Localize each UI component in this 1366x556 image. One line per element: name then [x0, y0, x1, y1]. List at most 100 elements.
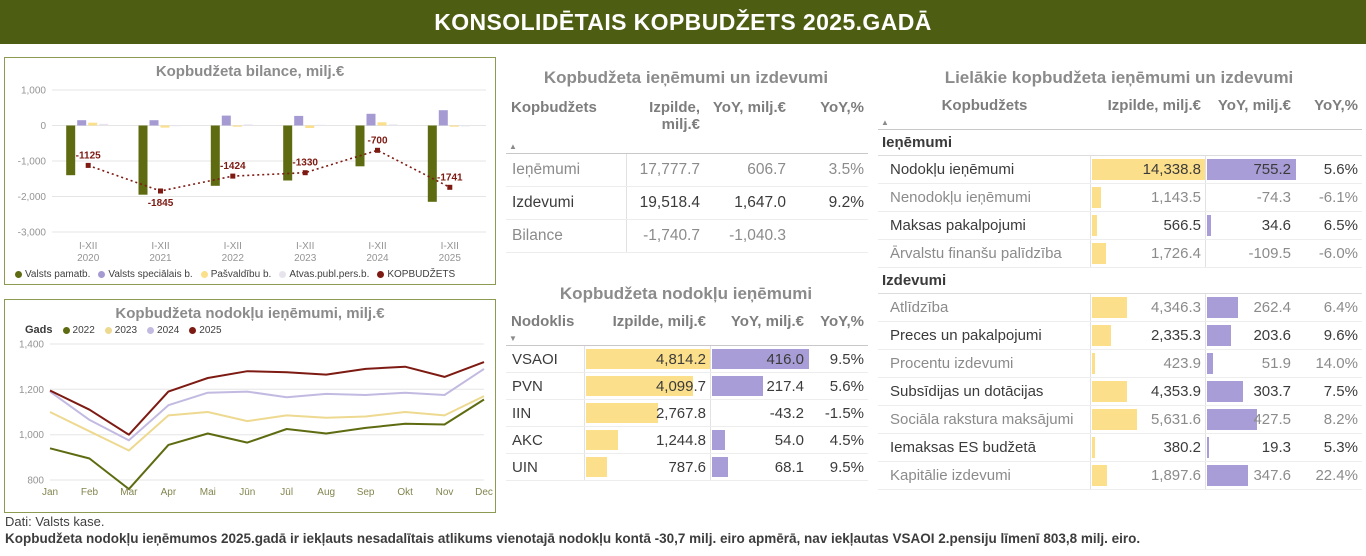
izpilde-value: 1,244.8	[655, 431, 706, 449]
legend-item-2024[interactable]: 2024	[147, 325, 179, 336]
izpilde: 4,353.9	[1090, 378, 1205, 406]
svg-text:-1,000: -1,000	[18, 157, 47, 168]
column-header-izpilde-milj[interactable]: Izpilde, milj.€	[612, 313, 706, 330]
legend-label: Pašvaldību b.	[210, 269, 272, 280]
table-row-procentu-izdevumi[interactable]: Procentu izdevumi 423.9 51.9 14.0%	[878, 350, 1362, 379]
column-header-izpilde-milj[interactable]: Izpilde, milj.€	[649, 99, 700, 134]
tax-line-chart[interactable]: 800 1,000 1,200 1,400 Jan Feb Mar Apr Mai Jūn Jūl A…	[6, 338, 494, 504]
table-row-uin[interactable]: UIN 787.6 68.1 9.5%	[506, 454, 868, 482]
tax-chart-title: Kopbudžeta nodokļu ieņēmumi, milj.€	[115, 305, 385, 322]
section-header-ie-mumi[interactable]: Ieņēmumi	[878, 130, 1362, 157]
balance-bar-chart[interactable]: 1,000 0 -1,000 -2,000 -3,000 -1125 -1845 -1424 -…	[6, 82, 494, 268]
legend-label: 2022	[72, 324, 95, 336]
izpilde: 5,631.6	[1090, 406, 1205, 434]
row-label: Procentu izdevumi	[890, 355, 1014, 373]
table-row-akc[interactable]: AKC 1,244.8 54.0 4.5%	[506, 427, 868, 455]
data-bar-icon	[712, 349, 809, 370]
column-header-yoy[interactable]: YoY,%	[820, 313, 864, 330]
table-row-kapit-lie-izdevumi[interactable]: Kapitālie izdevumi 1,897.6 347.6 22.4%	[878, 462, 1362, 491]
table-row-nodok-u-ie-mumi[interactable]: Nodokļu ieņēmumi 14,338.8 755.2 5.6%	[878, 156, 1362, 185]
data-bar-icon	[1092, 297, 1127, 319]
column-header-yoy-milj[interactable]: YoY, milj.€	[1217, 97, 1291, 114]
table-row-ie-mumi[interactable]: Ieņēmumi 17,777.7 606.7 3.5%	[506, 153, 868, 187]
column-header-kopbud-ets[interactable]: Kopbudžets	[941, 97, 1028, 114]
row-label: PVN	[512, 377, 543, 395]
legend-item-2022[interactable]: 2022	[62, 324, 95, 336]
pct-value: -6.0%	[1318, 245, 1358, 263]
yoy: 262.4	[1205, 294, 1295, 322]
data-bar-icon	[1207, 409, 1258, 431]
data-bar-icon	[1092, 409, 1137, 431]
legend-item-valsts-pamatb[interactable]: Valsts pamatb.	[15, 269, 90, 280]
table-row-maksas-pakalpojumi[interactable]: Maksas pakalpojumi 566.5 34.6 6.5%	[878, 212, 1362, 241]
row-label: Iemaksas ES budžetā	[890, 439, 1036, 457]
column-header-yoy[interactable]: YoY,%	[1314, 97, 1358, 114]
svg-text:1,000: 1,000	[21, 86, 46, 97]
izpilde-value: 2,767.8	[655, 404, 706, 422]
table-row-nenodok-u-ie-mumi[interactable]: Nenodokļu ieņēmumi 1,143.5 -74.3 -6.1%	[878, 184, 1362, 213]
svg-text:Mar: Mar	[120, 487, 138, 498]
svg-text:2021: 2021	[149, 253, 172, 264]
sort-ascending-icon[interactable]: ▲	[881, 118, 889, 128]
column-header-izpilde-milj[interactable]: Izpilde, milj.€	[1107, 97, 1201, 114]
column-header-kopbud-ets[interactable]: Kopbudžets	[511, 99, 597, 116]
pct-value: 6.5%	[1323, 217, 1358, 235]
row-label: Nenodokļu ieņēmumi	[890, 189, 1031, 207]
yoy: -43.2	[710, 400, 808, 427]
row-label: Subsīdijas un dotācijas	[890, 383, 1044, 401]
table-row-rvalstu-finan-u-pal-dz-ba[interactable]: Ārvalstu finanšu palīdzība 1,726.4 -109.5 -…	[878, 240, 1362, 269]
legend-dot-icon	[147, 326, 155, 334]
table-row-vsaoi[interactable]: VSAOI 4,814.2 416.0 9.5%	[506, 346, 868, 374]
table-row-iin[interactable]: IIN 2,767.8 -43.2 -1.5%	[506, 400, 868, 428]
svg-text:Mai: Mai	[200, 487, 216, 498]
table-row-bilance[interactable]: Bilance -1,740.7 -1,040.3	[506, 219, 868, 253]
yoy: 19.3	[1205, 434, 1295, 462]
legend-label: Valsts pamatb.	[25, 269, 91, 280]
table-row-preces-un-pakalpojumi[interactable]: Preces un pakalpojumi 2,335.3 203.6 9.6%	[878, 322, 1362, 351]
sort-descending-icon[interactable]: ▼	[509, 334, 517, 344]
svg-text:2024: 2024	[366, 253, 389, 264]
legend-dot-icon	[189, 326, 197, 334]
data-bar-icon	[712, 457, 728, 478]
yoy-value: -109.5	[1248, 245, 1291, 263]
legend-item-2025[interactable]: 2025	[189, 325, 222, 336]
svg-text:2023: 2023	[294, 253, 317, 264]
section-header-izdevumi[interactable]: Izdevumi	[878, 268, 1362, 295]
svg-text:Okt: Okt	[397, 487, 413, 498]
column-header-yoy-milj[interactable]: YoY, milj.€	[730, 313, 804, 330]
yoy: -109.5	[1205, 240, 1295, 268]
summary-table: Kopbudžets Izpilde, milj.€ YoY, milj.€ YoY,…	[506, 96, 868, 253]
data-source-note: Dati: Valsts kase.	[5, 514, 105, 529]
table-row-pvn[interactable]: PVN 4,099.7 217.4 5.6%	[506, 373, 868, 401]
pct-value: 9.5%	[829, 350, 864, 368]
legend-item-kopbud-ets[interactable]: KOPBUDŽETS	[377, 269, 455, 280]
legend-label: KOPBUDŽETS	[387, 269, 456, 280]
breakdown-table: Kopbudžets Izpilde, milj.€ YoY, milj.€ YoY,…	[878, 94, 1362, 491]
data-bar-icon	[1207, 325, 1232, 347]
yoy-value: 54.0	[774, 431, 804, 449]
legend-item-2023[interactable]: 2023	[104, 325, 137, 336]
izpilde-value: -1,740.7	[626, 219, 704, 252]
izpilde: 1,897.6	[1090, 462, 1205, 490]
izpilde-value: 566.5	[1163, 217, 1201, 235]
table-row-atl-dz-ba[interactable]: Atlīdzība 4,346.3 262.4 6.4%	[878, 294, 1362, 323]
table-row-iemaksas-es-bud-et[interactable]: Iemaksas ES budžetā 380.2 19.3 5.3%	[878, 434, 1362, 463]
data-bar-icon	[1092, 243, 1106, 265]
legend-item-valsts-speci-lais-b[interactable]: Valsts speciālais b.	[98, 269, 193, 280]
table-row-soci-la-rakstura-maks-jumi[interactable]: Sociāla rakstura maksājumi 5,631.6 427.5 8.…	[878, 406, 1362, 435]
table-row-subs-dijas-un-dot-cijas[interactable]: Subsīdijas un dotācijas 4,353.9 303.7 7.5%	[878, 378, 1362, 407]
sort-ascending-icon[interactable]: ▲	[509, 141, 517, 151]
legend-item-atvas-publ-pers-b[interactable]: Atvas.publ.pers.b.	[279, 269, 369, 280]
row-label: IIN	[512, 404, 532, 422]
column-header-yoy-milj[interactable]: YoY, milj.€	[712, 99, 786, 116]
legend-item-pa-vald-bu-b[interactable]: Pašvaldību b.	[200, 269, 272, 280]
balance-chart-card: Kopbudžeta bilance, milj.€ 1,000 0 -1,000 -…	[4, 57, 496, 285]
column-header-nodoklis[interactable]: Nodoklis	[511, 313, 575, 330]
row-label: UIN	[512, 458, 538, 476]
yoy: -74.3	[1205, 184, 1295, 212]
izpilde: 2,767.8	[584, 400, 710, 427]
row-label: Bilance	[512, 226, 563, 244]
izpilde: 14,338.8	[1090, 156, 1206, 184]
table-row-izdevumi[interactable]: Izdevumi 19,518.4 1,647.0 9.2%	[506, 186, 868, 220]
column-header-yoy[interactable]: YoY,%	[820, 99, 864, 116]
